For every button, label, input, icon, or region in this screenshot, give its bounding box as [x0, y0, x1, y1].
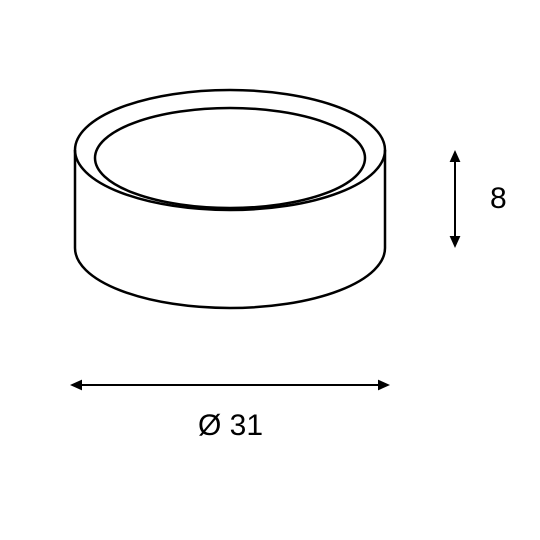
- technical-drawing: 8 Ø 31: [0, 0, 540, 540]
- diameter-dim-label: Ø 31: [198, 409, 263, 442]
- arrow-head: [70, 380, 82, 391]
- arrow-head: [378, 380, 390, 391]
- cylinder-top-inner: [95, 108, 365, 208]
- cylinder-bottom-arc: [75, 248, 385, 308]
- arrow-head: [450, 150, 461, 162]
- height-dim-label: 8: [490, 182, 507, 215]
- arrow-head: [450, 236, 461, 248]
- cylinder-body: [75, 90, 385, 308]
